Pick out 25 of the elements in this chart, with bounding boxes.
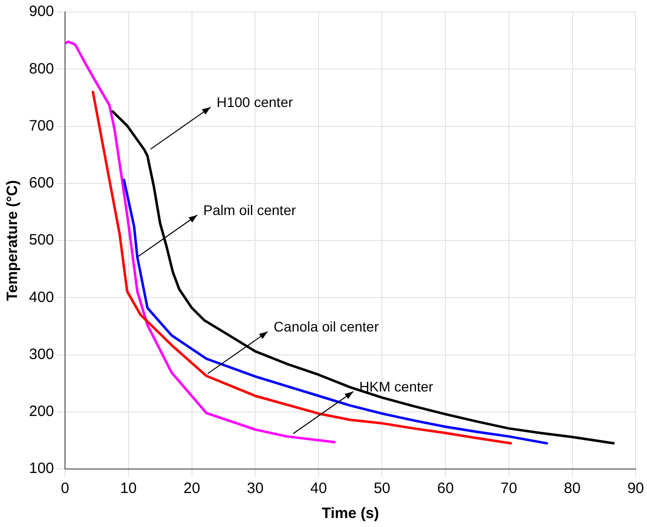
x-tick-label: 30 <box>246 480 264 498</box>
annotation: Palm oil center <box>203 202 296 218</box>
x-tick-label: 40 <box>310 480 327 498</box>
x-tick-label: 80 <box>564 480 581 498</box>
y-tick-label: 400 <box>28 288 54 306</box>
y-tick-label: 600 <box>28 174 54 192</box>
y-tick-label: 200 <box>28 403 54 420</box>
y-tick-label: 700 <box>28 117 54 134</box>
y-tick-label: 800 <box>28 60 54 78</box>
x-tick-label: 70 <box>500 480 518 498</box>
x-tick-label: 50 <box>374 480 390 498</box>
x-tick-label: 20 <box>183 480 200 498</box>
annotation: Canola oil center <box>274 318 380 334</box>
x-tick-label: 60 <box>437 480 454 498</box>
y-tick-label: 300 <box>28 346 54 363</box>
x-axis-title: Time (s) <box>322 505 379 522</box>
x-tick-label: 90 <box>627 480 644 498</box>
annotation: HKM center <box>359 378 434 394</box>
annotation: H100 center <box>216 94 294 110</box>
x-tick-label: 10 <box>120 480 137 498</box>
y-tick-label: 100 <box>28 460 54 478</box>
y-axis-title: Temperature (°C) <box>4 180 22 301</box>
y-tick-label: 500 <box>28 232 54 249</box>
y-tick-label: 900 <box>28 3 54 20</box>
x-tick-label: 0 <box>60 480 70 498</box>
